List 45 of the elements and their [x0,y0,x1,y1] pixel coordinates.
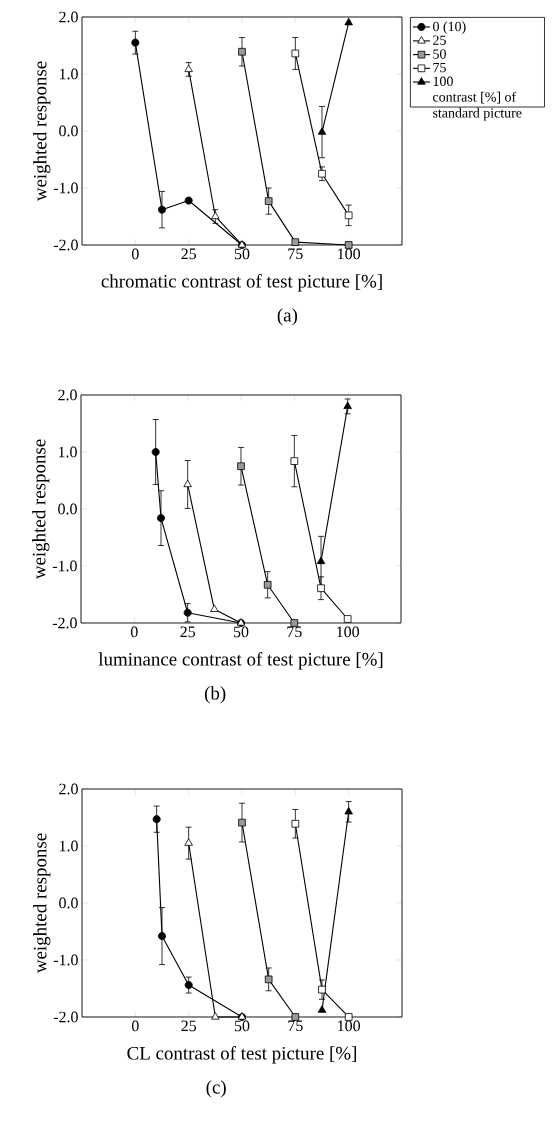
y-tick-label: -1.0 [53,182,78,194]
text: (b) [204,686,226,704]
x-tick-label: 25 [180,626,196,638]
y-axis-title: weighted response [32,439,50,580]
text: (c) [206,1080,226,1098]
legend-label: 100 [433,76,453,87]
x-tick-label: 75 [288,1020,303,1032]
y-tick-label: 0.0 [59,125,78,137]
x-tick-label: 100 [338,1020,361,1032]
y-tick-label: -1.0 [52,560,77,572]
y-tick-label: 0.0 [58,503,77,515]
x-tick-label: 50 [234,248,250,260]
y-tick-label: 2.0 [58,389,77,401]
x-tick-label: 50 [234,1020,250,1032]
legend-label: 75 [433,63,446,73]
legend-label: 0 (10) [433,21,466,35]
x-tick-label: 0 [131,1020,139,1032]
y-tick-label: -2.0 [53,1011,78,1023]
x-tick-label: 100 [337,626,360,638]
legend-label: 50 [433,49,446,59]
y-tick-label: -2.0 [52,617,77,629]
y-axis-title: weighted response [33,833,51,974]
x-tick-label: 100 [338,248,361,260]
x-tick-label: 0 [131,248,139,260]
legend-title: contrast [%] of standard picture [433,91,522,121]
y-tick-label: 0.0 [59,897,78,909]
y-tick-label: 2.0 [59,783,78,795]
x-tick-label: 25 [181,1020,197,1032]
x-tick-label: 75 [288,248,303,260]
y-tick-label: -1.0 [53,954,78,966]
y-tick-label: 1.0 [58,446,77,458]
x-tick-label: 25 [181,248,197,260]
x-axis-title: CL contrast of test picture [%] [127,1046,356,1064]
x-tick-label: 75 [287,626,302,638]
x-tick-label: 0 [130,626,138,638]
y-tick-label: 1.0 [59,68,78,80]
x-axis-title: luminance contrast of test picture [%] [98,652,383,670]
legend-label: 25 [433,35,446,45]
y-tick-label: 1.0 [59,840,78,852]
x-tick-label: 50 [233,626,249,638]
text: (a) [277,308,298,326]
y-tick-label: 2.0 [59,11,78,23]
y-axis-title: weighted response [33,61,51,202]
x-axis-title: chromatic contrast of test picture [%] [101,274,382,292]
y-tick-label: -2.0 [53,239,78,251]
